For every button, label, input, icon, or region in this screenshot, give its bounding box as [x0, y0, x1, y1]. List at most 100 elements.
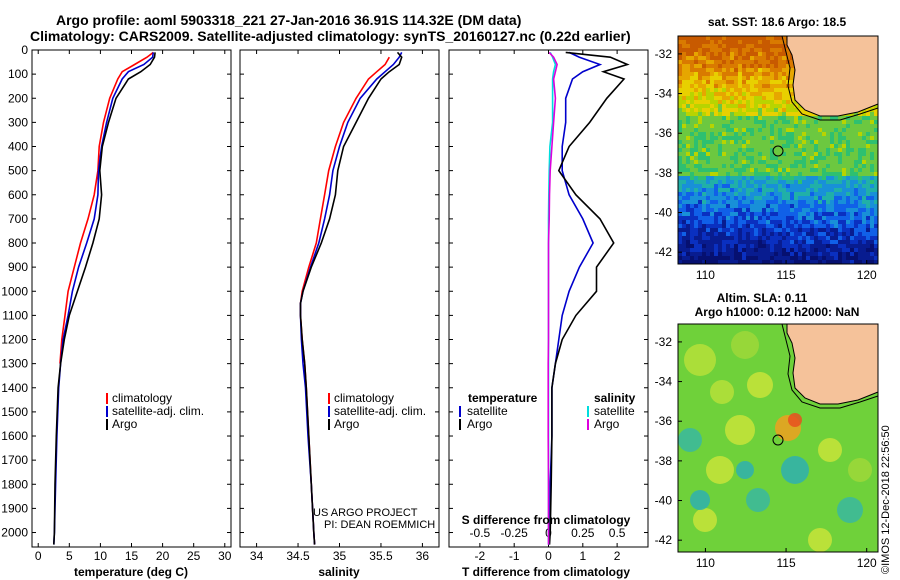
sst-cell — [822, 124, 827, 129]
sst-cell — [738, 160, 743, 165]
sst-cell — [750, 228, 755, 233]
sst-cell — [722, 200, 727, 205]
sst-cell — [774, 204, 779, 209]
sst-cell — [850, 124, 855, 129]
sst-cell — [722, 100, 727, 105]
sst-cell — [870, 256, 875, 261]
sst-cell — [682, 260, 687, 265]
sst-cell — [846, 156, 851, 161]
sst-cell — [826, 148, 831, 153]
sst-cell — [766, 260, 771, 265]
sst-cell — [722, 224, 727, 229]
sst-cell — [774, 68, 779, 73]
sst-cell — [694, 184, 699, 189]
sst-cell — [718, 92, 723, 97]
sst-cell — [698, 188, 703, 193]
sst-cell — [798, 204, 803, 209]
sst-cell — [730, 176, 735, 181]
sst-cell — [742, 244, 747, 249]
sst-cell — [834, 192, 839, 197]
sst-cell — [838, 148, 843, 153]
sst-cell — [718, 188, 723, 193]
sst-cell — [770, 100, 775, 105]
sst-cell — [694, 68, 699, 73]
sst-cell — [862, 232, 867, 237]
sst-cell — [818, 116, 823, 121]
sst-cell — [682, 120, 687, 125]
sst-cell — [870, 144, 875, 149]
sst-cell — [870, 240, 875, 245]
x-tick-label: 1 — [579, 549, 586, 563]
difference-xlabel: T difference from climatology — [462, 565, 630, 579]
sst-cell — [694, 44, 699, 49]
sst-cell — [682, 84, 687, 89]
sst-cell — [698, 64, 703, 69]
sst-cell — [710, 224, 715, 229]
sst-cell — [770, 212, 775, 217]
sst-cell — [866, 212, 871, 217]
sst-cell — [842, 120, 847, 125]
sst-cell — [690, 200, 695, 205]
sst-cell — [802, 164, 807, 169]
sst-cell — [766, 84, 771, 89]
series-line-temperature-satellite — [548, 51, 603, 545]
sst-cell — [770, 144, 775, 149]
sst-cell — [710, 172, 715, 177]
sst-cell — [682, 100, 687, 105]
sst-cell — [818, 128, 823, 133]
sst-cell — [826, 188, 831, 193]
sst-cell — [706, 48, 711, 53]
temperature-panel: 0100200300400500600700800900100011001200… — [1, 43, 231, 579]
sst-cell — [862, 188, 867, 193]
sst-cell — [730, 112, 735, 117]
sst-cell — [858, 232, 863, 237]
sst-cell — [790, 144, 795, 149]
legend-label-climatology: climatology — [334, 391, 394, 405]
sst-cell — [810, 196, 815, 201]
sst-cell — [714, 76, 719, 81]
sst-cell — [698, 96, 703, 101]
sst-cell — [730, 204, 735, 209]
sst-cell — [790, 112, 795, 117]
sst-cell — [734, 104, 739, 109]
sst-cell — [822, 220, 827, 225]
sst-cell — [726, 152, 731, 157]
sst-cell — [806, 192, 811, 197]
sst-cell — [698, 60, 703, 65]
sst-cell — [842, 184, 847, 189]
sst-cell — [774, 252, 779, 257]
sst-cell — [850, 188, 855, 193]
sst-cell — [778, 72, 783, 77]
sst-cell — [766, 104, 771, 109]
sst-cell — [754, 232, 759, 237]
sst-cell — [762, 216, 767, 221]
sst-cell — [814, 252, 819, 257]
sst-cell — [874, 116, 879, 121]
sst-cell — [758, 132, 763, 137]
sst-cell — [806, 168, 811, 173]
sst-cell — [798, 136, 803, 141]
sst-cell — [830, 168, 835, 173]
sst-cell — [758, 124, 763, 129]
sst-cell — [770, 180, 775, 185]
sst-cell — [802, 160, 807, 165]
sst-cell — [710, 212, 715, 217]
sst-cell — [830, 240, 835, 245]
sst-cell — [862, 156, 867, 161]
sst-cell — [778, 260, 783, 265]
sst-cell — [754, 56, 759, 61]
sst-cell — [746, 208, 751, 213]
sst-cell — [766, 48, 771, 53]
sst-cell — [734, 224, 739, 229]
sst-cell — [774, 92, 779, 97]
sst-cell — [870, 128, 875, 133]
sst-cell — [806, 196, 811, 201]
sst-cell — [730, 144, 735, 149]
sst-cell — [750, 88, 755, 93]
sst-cell — [746, 216, 751, 221]
sst-cell — [866, 228, 871, 233]
sst-cell — [750, 252, 755, 257]
sst-cell — [686, 72, 691, 77]
sst-cell — [810, 180, 815, 185]
sst-cell — [874, 160, 879, 165]
